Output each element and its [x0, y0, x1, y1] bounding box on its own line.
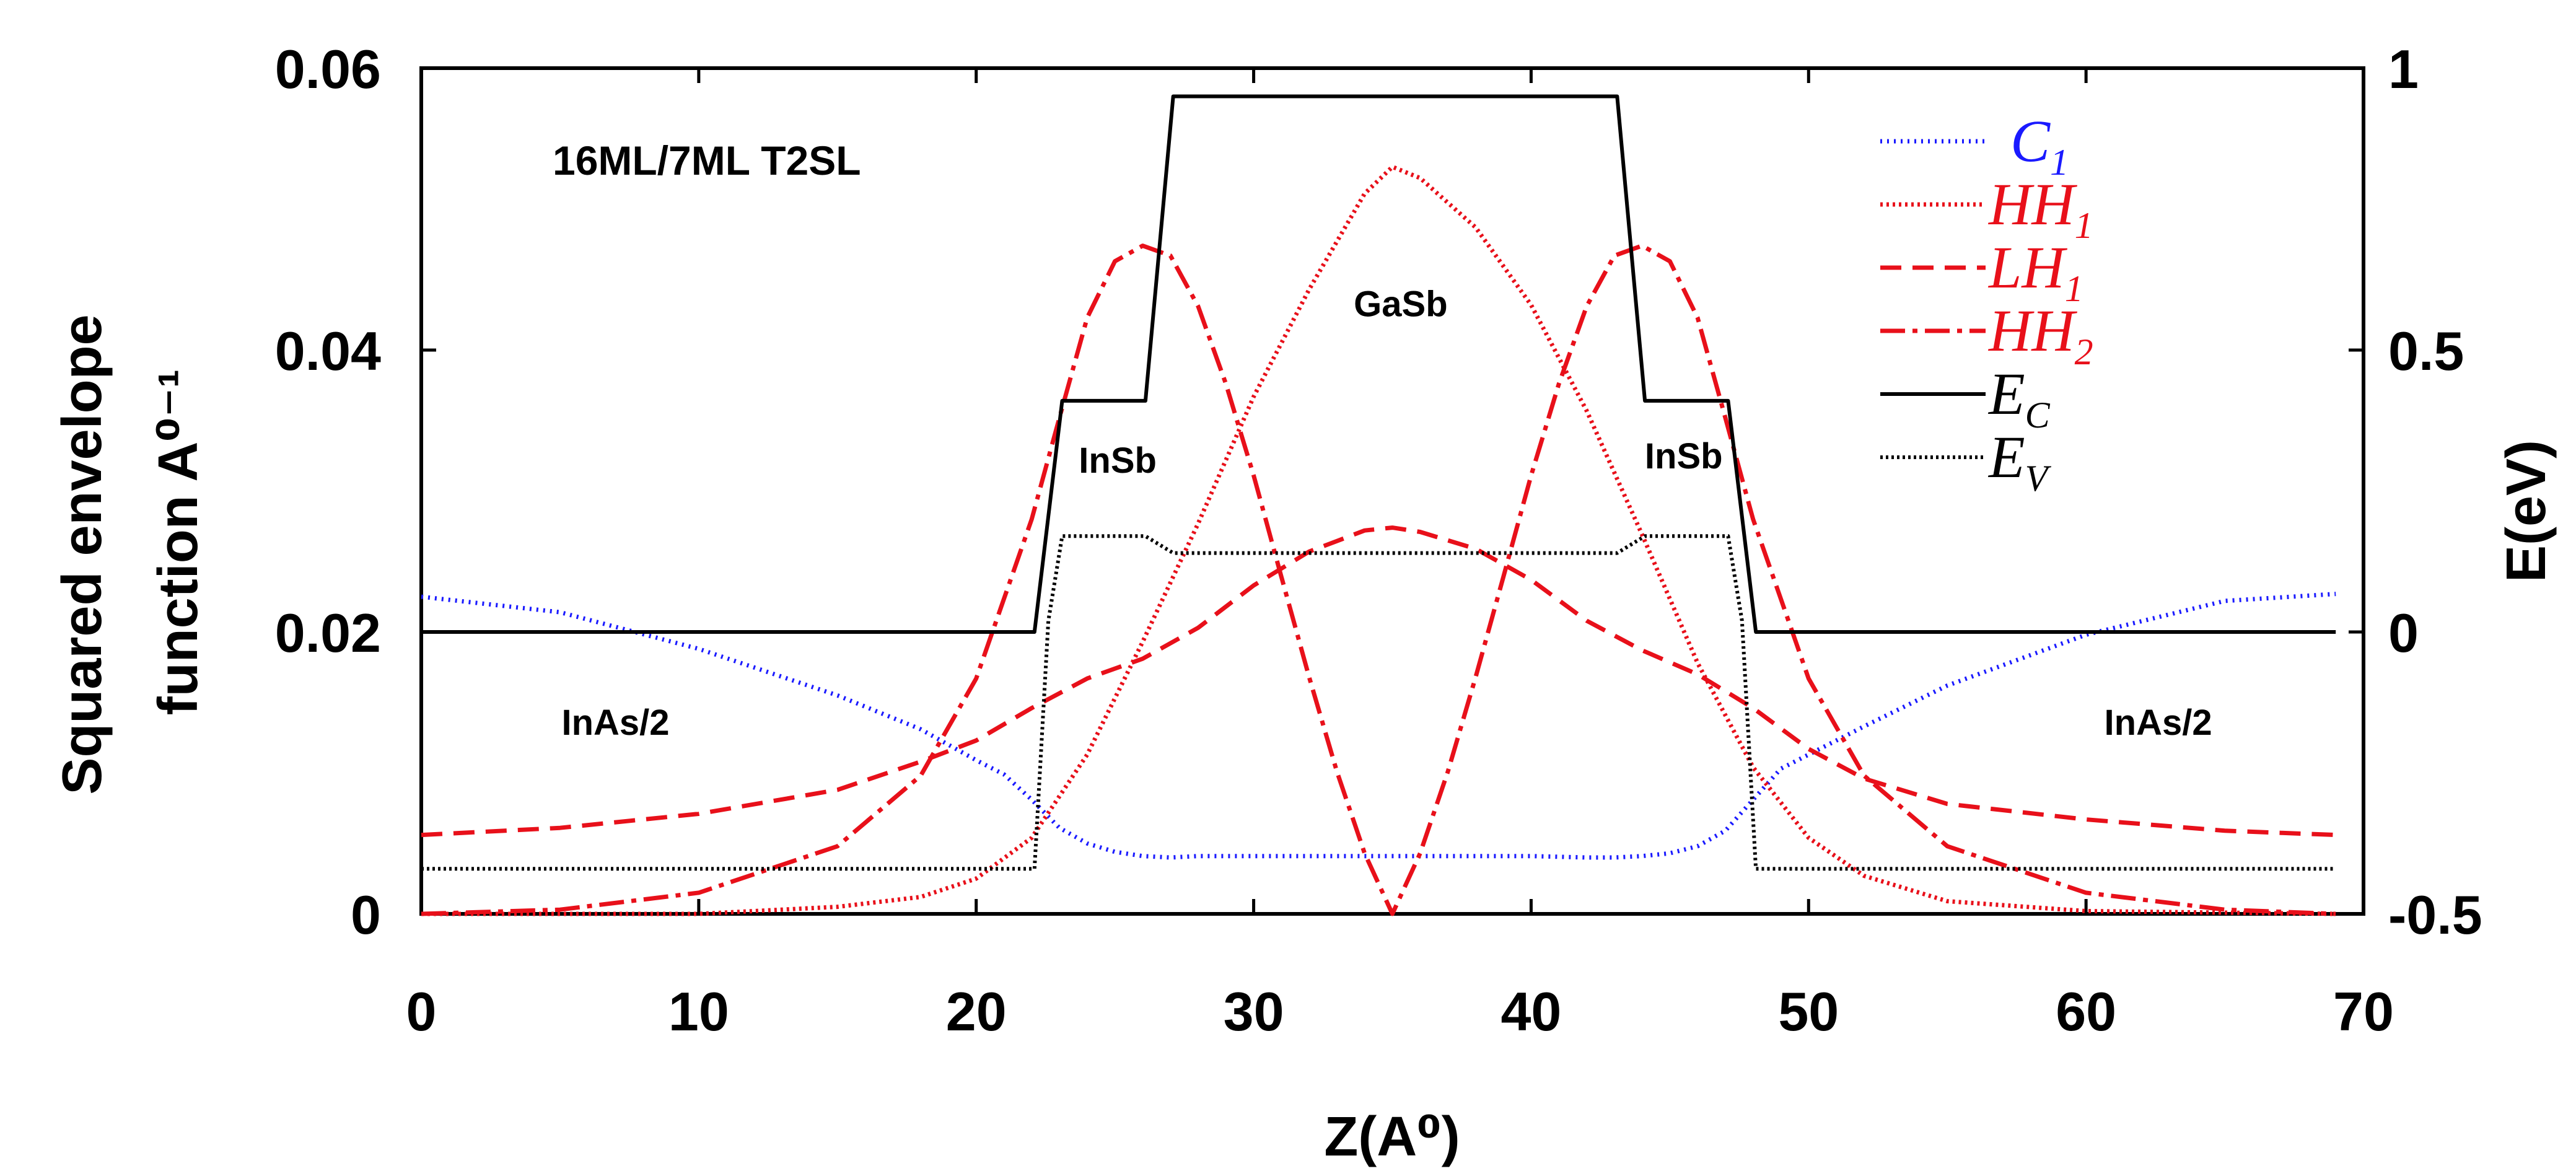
left-tick-label: 0.06: [275, 38, 381, 100]
right-axis-ticks: -0.5 0 0.5 1: [2349, 38, 2482, 945]
series-ec-line: [421, 94, 2336, 634]
x-tick-label: 50: [1778, 981, 1839, 1042]
right-tick-label: -0.5: [2388, 884, 2482, 945]
region-label: InAs/2: [561, 703, 669, 743]
series-c1-line: [421, 592, 2336, 860]
left-axis-label-line2: function A⁰⁻¹: [147, 369, 209, 715]
legend-label-c1: C1: [2010, 108, 2069, 183]
left-tick-label: 0.02: [275, 602, 381, 664]
x-tick-label: 10: [668, 981, 729, 1042]
series-hh1-line: [421, 164, 2336, 916]
left-axis-label-line1: Squared envelope: [51, 314, 113, 794]
x-tick-label: 70: [2333, 981, 2394, 1042]
legend-label-ev: EV: [1987, 424, 2052, 499]
left-axis-ticks: 0 0.02 0.04 0.06: [275, 38, 436, 945]
series-layer: [421, 94, 2336, 916]
region-label: InSb: [1645, 436, 1723, 476]
right-tick-label: 0: [2388, 602, 2419, 664]
chart-title: 16ML/7ML T2SL: [553, 138, 861, 183]
left-tick-label: 0: [351, 884, 381, 945]
legend-label-lh1: LH1: [1987, 234, 2083, 309]
x-tick-label: 60: [2056, 981, 2116, 1042]
x-tick-label: 0: [406, 981, 437, 1042]
x-tick-label: 20: [946, 981, 1007, 1042]
x-tick-label: 30: [1224, 981, 1284, 1042]
right-axis-label: E(eV): [2495, 440, 2557, 582]
x-axis-ticks: 0 10 20 30 40 50 60 70: [406, 68, 2394, 1042]
right-tick-label: 1: [2388, 38, 2419, 100]
x-tick-label: 40: [1500, 981, 1561, 1042]
legend-label-hh2: HH2: [1987, 297, 2093, 372]
region-label: GaSb: [1354, 284, 1448, 324]
region-label: InAs/2: [2105, 703, 2212, 743]
series-hh2-line: [421, 243, 2336, 916]
legend-label-hh1: HH1: [1987, 171, 2093, 246]
legend-label-ec: EC: [1987, 361, 2051, 436]
series-lh1-line: [421, 525, 2336, 838]
x-axis-label: Z(A⁰): [1324, 1106, 1460, 1168]
series-ev-line: [421, 534, 2336, 871]
region-label: InSb: [1079, 441, 1157, 481]
left-tick-label: 0.04: [275, 320, 381, 382]
right-tick-label: 0.5: [2388, 320, 2464, 382]
region-annotations: InAs/2 InSb GaSb InSb InAs/2: [561, 284, 2212, 743]
